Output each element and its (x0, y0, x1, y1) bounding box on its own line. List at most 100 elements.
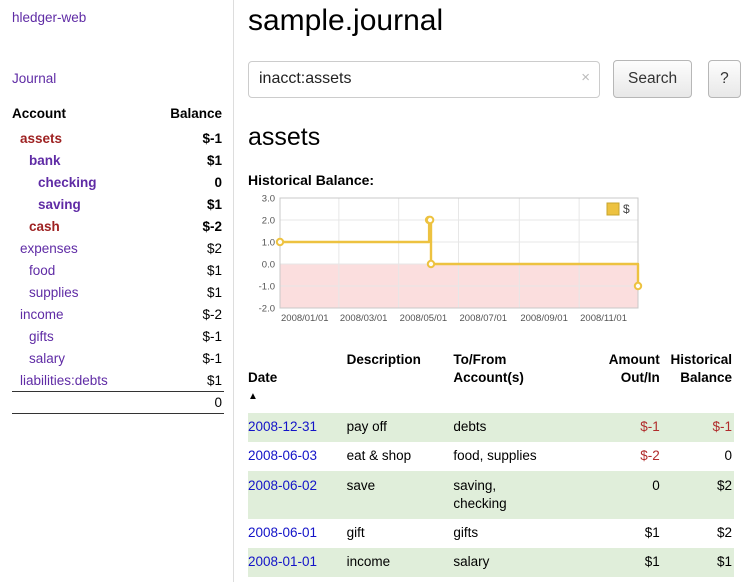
register-body: 2008-12-31 pay off debts $-1 $-1 2008-06-03 ea… (248, 412, 734, 577)
search-input[interactable] (248, 60, 600, 98)
register-row: 2008-12-31 pay off debts $-1 $-1 (248, 412, 734, 442)
register-header-balance: Historical Balance (670, 352, 732, 386)
transaction-date-link[interactable]: 2008-01-01 (248, 554, 318, 570)
y-axis-label: 2.0 (262, 216, 275, 227)
account-row: food $1 (12, 259, 224, 281)
help-button[interactable]: ? (708, 60, 741, 98)
amount-cell: $-2 (640, 448, 660, 464)
description-cell: save (346, 477, 376, 493)
account-balance: $-1 (202, 130, 222, 146)
register-header-accounts: To/From Account(s) (453, 352, 524, 386)
transaction-date-link[interactable]: 2008-12-31 (248, 419, 318, 435)
account-link[interactable]: cash (29, 218, 60, 234)
accounts-cell: saving, checking (453, 477, 507, 511)
accounts-table-body: assets $-1 bank $1 checking 0 saving $1 cash $-2 e… (12, 127, 224, 392)
account-link[interactable]: income (20, 306, 64, 322)
x-axis-label: 2008/11/01 (580, 313, 627, 324)
account-link[interactable]: assets (20, 130, 63, 146)
sidebar-item-journal[interactable]: Journal (12, 71, 57, 86)
legend-label: $ (623, 202, 630, 216)
chart-title: Historical Balance: (248, 172, 375, 188)
register-header-amount: Amount Out/In (608, 352, 660, 386)
account-link[interactable]: food (29, 262, 56, 278)
accounts-cell: food, supplies (453, 448, 537, 464)
account-link[interactable]: bank (29, 152, 61, 168)
account-balance: $1 (206, 196, 222, 212)
date-cell: 2008-06-02 (248, 471, 347, 518)
accounts-total-spacer (12, 391, 148, 414)
accounts-cell: gifts (453, 525, 479, 541)
balance-cell: $2 (716, 525, 732, 541)
y-axis-label: 3.0 (262, 194, 275, 205)
account-balance: $1 (206, 284, 222, 300)
account-balance: $-1 (202, 328, 222, 344)
register-row: 2008-01-01 income salary $1 $1 (248, 547, 734, 577)
account-link[interactable]: supplies (29, 284, 79, 300)
y-axis-label: -1.0 (259, 282, 275, 293)
accounts-table: Account Balance assets $-1 bank $1 checking 0… (12, 106, 224, 414)
account-row: supplies $1 (12, 281, 224, 303)
account-link[interactable]: gifts (29, 328, 54, 344)
accounts-cell: salary (453, 554, 490, 570)
accounts-header-account: Account (12, 106, 66, 121)
balance-cell: $-1 (712, 419, 732, 435)
account-balance: $-2 (202, 306, 222, 322)
register-header-row: Date ▲ Description To/From Account(s) Am… (248, 348, 734, 413)
register-row: 2008-06-02 save saving, checking 0 $2 (248, 471, 734, 519)
balance-cell: $1 (716, 554, 732, 570)
register-table: Date ▲ Description To/From Account(s) Am… (248, 348, 734, 577)
transaction-date-link[interactable]: 2008-06-01 (248, 525, 318, 541)
y-axis-label: -2.0 (259, 304, 275, 315)
account-row: assets $-1 (12, 127, 224, 149)
search-box: × (248, 60, 600, 98)
plot-border (279, 197, 639, 309)
app-title-link[interactable]: hledger-web (12, 10, 87, 25)
date-cell: 2008-01-01 (248, 548, 347, 577)
account-row: salary $-1 (12, 347, 224, 369)
date-cell: 2008-06-01 (248, 519, 347, 548)
account-balance: $1 (206, 262, 222, 278)
data-point-marker (275, 237, 285, 247)
account-row: checking 0 (12, 171, 224, 193)
account-row: saving $1 (12, 193, 224, 215)
description-cell: gift (346, 525, 365, 541)
register-header-date[interactable]: Date ▲ (248, 348, 347, 413)
main-content: sample.journal × Search ? assets Histori… (235, 0, 742, 577)
accounts-total-row: 0 (12, 391, 224, 414)
account-link[interactable]: expenses (20, 240, 78, 256)
description-cell: eat & shop (346, 448, 412, 464)
clear-search-icon[interactable]: × (581, 68, 590, 86)
search-button[interactable]: Search (613, 60, 693, 98)
legend-swatch (606, 202, 620, 216)
account-link[interactable]: salary (29, 350, 66, 366)
transaction-date-link[interactable]: 2008-06-03 (248, 448, 318, 464)
x-axis-label: 2008/09/01 (520, 313, 568, 324)
date-header-label: Date (248, 370, 278, 386)
account-row: income $-2 (12, 303, 224, 325)
account-balance: $1 (206, 372, 222, 388)
account-link[interactable]: liabilities:debts (20, 372, 108, 388)
account-row: bank $1 (12, 149, 224, 171)
amount-cell: 0 (652, 477, 660, 493)
amount-cell: $1 (644, 554, 660, 570)
accounts-cell: debts (453, 419, 487, 435)
account-link[interactable]: saving (38, 196, 81, 212)
account-link[interactable]: checking (38, 174, 97, 190)
balance-cell: $2 (716, 477, 732, 493)
data-point-marker (426, 259, 436, 269)
chart-area: 2008/01/01 2008/03/01 2008/05/01 2008/07/01… (248, 191, 734, 334)
description-cell: pay off (346, 419, 387, 435)
account-balance: 0 (214, 174, 222, 190)
accounts-header-balance: Balance (170, 106, 222, 121)
data-point-marker (633, 281, 643, 291)
account-heading: assets (248, 123, 321, 151)
description-cell: income (346, 554, 391, 570)
balance-cell: 0 (724, 448, 732, 464)
page-title: sample.journal (248, 4, 444, 37)
accounts-header-row: Account Balance (12, 106, 224, 127)
amount-cell: $-1 (640, 419, 660, 435)
register-row: 2008-06-01 gift gifts $1 $2 (248, 519, 734, 548)
transaction-date-link[interactable]: 2008-06-02 (248, 477, 318, 493)
date-cell: 2008-06-03 (248, 442, 347, 471)
